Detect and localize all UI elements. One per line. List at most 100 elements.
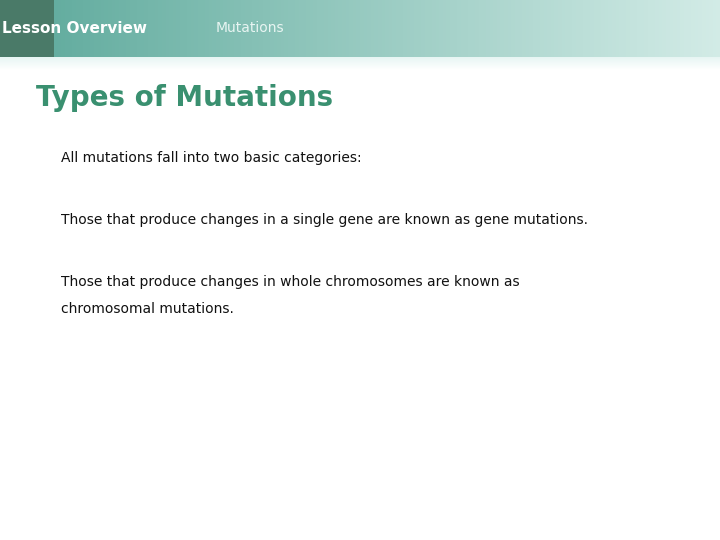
Bar	[317, 0, 320, 57]
Bar	[385, 0, 389, 57]
Bar	[202, 0, 205, 57]
Bar	[425, 0, 428, 57]
Bar	[155, 0, 158, 57]
Bar	[511, 0, 515, 57]
Bar	[547, 0, 551, 57]
Bar	[108, 0, 112, 57]
Bar	[335, 0, 338, 57]
Bar	[313, 0, 317, 57]
Bar	[346, 0, 349, 57]
Bar	[554, 0, 558, 57]
Bar	[187, 0, 191, 57]
Bar	[428, 0, 432, 57]
Bar	[479, 0, 482, 57]
Bar	[605, 0, 608, 57]
Bar	[7, 0, 11, 57]
Bar	[410, 0, 414, 57]
Bar	[400, 0, 403, 57]
Text: All mutations fall into two basic categories:: All mutations fall into two basic catego…	[61, 151, 362, 165]
Bar	[670, 0, 673, 57]
Bar	[112, 0, 115, 57]
Bar	[533, 0, 536, 57]
Bar	[493, 0, 497, 57]
Text: chromosomal mutations.: chromosomal mutations.	[61, 302, 234, 316]
Bar	[576, 0, 580, 57]
Bar	[659, 0, 662, 57]
Bar	[61, 0, 65, 57]
Bar	[371, 0, 374, 57]
Bar	[205, 0, 209, 57]
Bar	[630, 0, 634, 57]
Bar	[468, 0, 472, 57]
Bar	[526, 0, 529, 57]
Bar	[230, 0, 234, 57]
Bar	[331, 0, 335, 57]
Bar	[50, 0, 54, 57]
Bar	[32, 0, 36, 57]
Bar	[662, 0, 666, 57]
Bar	[565, 0, 569, 57]
Bar	[295, 0, 299, 57]
Bar	[281, 0, 284, 57]
Bar	[252, 0, 256, 57]
Bar	[587, 0, 590, 57]
Bar	[572, 0, 576, 57]
Bar	[688, 0, 691, 57]
Bar	[277, 0, 281, 57]
Bar	[680, 0, 684, 57]
Bar	[22, 0, 25, 57]
Bar	[151, 0, 155, 57]
Bar	[716, 0, 720, 57]
Bar	[310, 0, 313, 57]
Bar	[238, 0, 241, 57]
Bar	[601, 0, 605, 57]
Bar	[306, 0, 310, 57]
Bar	[450, 0, 454, 57]
Bar	[58, 0, 61, 57]
Bar	[14, 0, 18, 57]
Bar	[18, 0, 22, 57]
Bar	[378, 0, 382, 57]
Bar	[241, 0, 245, 57]
Bar	[133, 0, 137, 57]
Bar	[706, 0, 709, 57]
Bar	[590, 0, 594, 57]
Bar	[655, 0, 659, 57]
Bar	[83, 0, 86, 57]
Bar	[198, 0, 202, 57]
Bar	[414, 0, 418, 57]
Bar	[274, 0, 277, 57]
Bar	[475, 0, 479, 57]
Bar	[97, 0, 101, 57]
Bar	[191, 0, 194, 57]
Bar	[439, 0, 443, 57]
Bar	[266, 0, 270, 57]
Bar	[40, 0, 43, 57]
Bar	[212, 0, 216, 57]
Text: Those that produce changes in whole chromosomes are known as: Those that produce changes in whole chro…	[61, 275, 520, 289]
Bar	[227, 0, 230, 57]
Bar	[367, 0, 371, 57]
Bar	[169, 0, 173, 57]
Bar	[436, 0, 439, 57]
Text: Types of Mutations: Types of Mutations	[36, 84, 333, 112]
Bar	[544, 0, 547, 57]
Bar	[68, 0, 72, 57]
Bar	[508, 0, 511, 57]
Bar	[374, 0, 378, 57]
Bar	[616, 0, 619, 57]
Bar	[364, 0, 367, 57]
Bar	[338, 0, 342, 57]
Bar	[47, 0, 50, 57]
Bar	[122, 0, 126, 57]
Bar	[695, 0, 698, 57]
Bar	[284, 0, 288, 57]
Bar	[4, 0, 7, 57]
Bar	[677, 0, 680, 57]
Bar	[356, 0, 360, 57]
Bar	[288, 0, 292, 57]
Bar	[666, 0, 670, 57]
Bar	[392, 0, 396, 57]
Bar	[270, 0, 274, 57]
Bar	[342, 0, 346, 57]
